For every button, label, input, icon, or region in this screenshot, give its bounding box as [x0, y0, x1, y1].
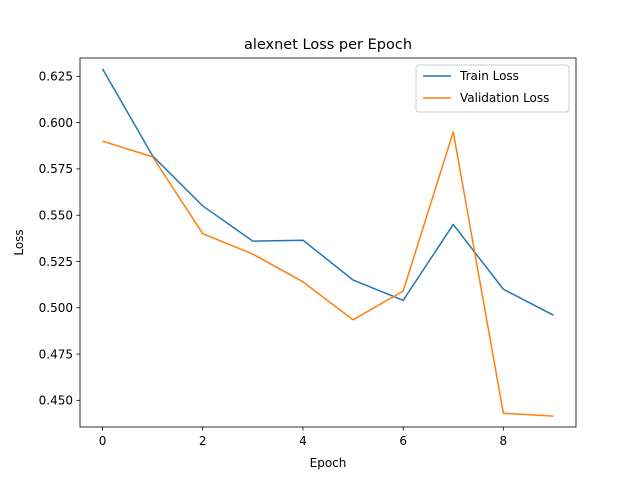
series-line-train-loss	[101, 68, 554, 316]
legend: Train Loss Validation Loss	[415, 64, 570, 113]
y-axis-label: Loss	[12, 229, 26, 255]
y-axis-ticks: 0.450 0.475 0.500 0.525 0.550 0.575 0.600 0.625	[39, 70, 80, 408]
x-axis-label: Epoch	[310, 456, 347, 470]
y-tick-label: 0.525	[39, 255, 73, 269]
plot-area-frame	[79, 57, 577, 428]
legend-label-validation-loss: Validation Loss	[460, 91, 549, 105]
x-axis-ticks: 0 2 4 6 8	[99, 427, 507, 448]
legend-box	[415, 64, 570, 113]
x-tick-label: 0	[99, 434, 107, 448]
y-tick-label: 0.575	[39, 162, 73, 176]
x-tick-label: 4	[299, 434, 307, 448]
y-tick-label: 0.475	[39, 347, 73, 361]
y-tick-label: 0.550	[39, 208, 73, 222]
x-tick-label: 6	[399, 434, 407, 448]
series-line-validation-loss	[102, 131, 554, 417]
y-tick-label: 0.625	[39, 70, 73, 84]
y-tick-label: 0.500	[39, 301, 73, 315]
x-tick-label: 2	[199, 434, 207, 448]
legend-label-train-loss: Train Loss	[459, 69, 519, 83]
chart-title: alexnet Loss per Epoch	[244, 37, 412, 53]
y-tick-label: 0.450	[39, 394, 73, 408]
y-tick-label: 0.600	[39, 116, 73, 130]
x-tick-label: 8	[500, 434, 508, 448]
plot-lines	[101, 68, 554, 417]
